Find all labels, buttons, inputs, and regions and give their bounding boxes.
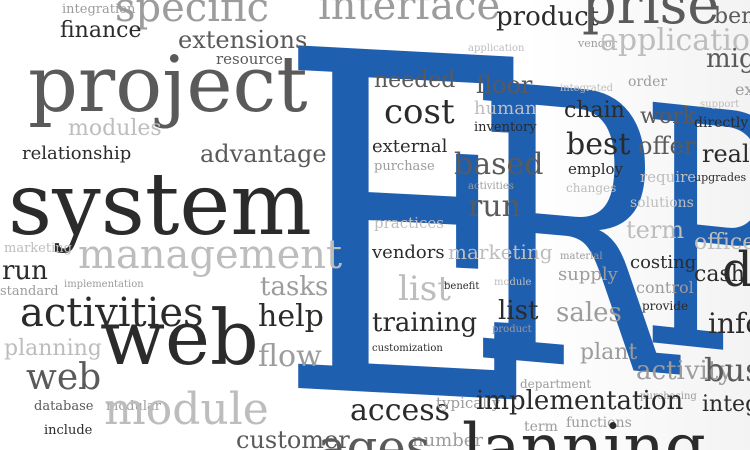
word-management: management	[78, 232, 343, 278]
word-office: office	[694, 230, 750, 255]
word-plant: plant	[580, 340, 638, 365]
word-marketing-2: marketing	[448, 240, 553, 264]
word-database: database	[34, 399, 94, 414]
word-solutions: solutions	[630, 195, 694, 211]
word-specific: specific	[115, 0, 270, 31]
word-sales: sales	[556, 298, 622, 328]
word-cash: cash	[694, 262, 745, 287]
word-prise: prise	[582, 0, 720, 36]
word-integrated: integrated	[560, 83, 614, 94]
word-practices: practices	[374, 214, 444, 232]
word-web-1: web	[100, 293, 259, 382]
word-help: help	[258, 299, 324, 334]
word-list-1: list	[398, 269, 451, 309]
word-customization: customization	[372, 343, 443, 354]
word-modular: modular	[106, 399, 161, 414]
word-extensions: extensions	[178, 26, 308, 54]
word-term-1: term	[626, 216, 685, 244]
word-system: system	[8, 155, 312, 255]
word-vendor: vendor	[578, 37, 617, 50]
word-run-1: run	[2, 256, 48, 286]
word-term-2: term	[524, 419, 558, 435]
word-based: based	[454, 147, 544, 182]
word-infor: infor	[708, 307, 750, 340]
word-customer: customer	[236, 426, 350, 450]
word-lanning: lanning	[462, 411, 706, 450]
word-order: order	[628, 74, 668, 90]
word-number: number	[412, 430, 484, 450]
word-interface: interface	[318, 0, 501, 29]
word-application-2: application	[468, 43, 525, 54]
word-da: da	[722, 242, 750, 298]
word-integra: integra	[702, 392, 750, 417]
word-integration: integration	[62, 2, 136, 17]
word-external: external	[372, 136, 448, 157]
word-access: access	[350, 393, 451, 428]
word-project: project	[28, 40, 308, 130]
word-product-1: product	[496, 2, 600, 32]
word-busi: busi	[704, 351, 750, 389]
word-provide: provide	[642, 299, 689, 313]
word-offer: offer	[638, 132, 696, 160]
word-include: include	[44, 423, 93, 438]
word-finance: finance	[60, 18, 142, 43]
word-functions: functions	[566, 415, 632, 431]
word-modules: modules	[68, 116, 162, 141]
word-real: real	[702, 140, 750, 168]
word-department: department	[520, 377, 592, 391]
word-flow: flow	[258, 339, 322, 374]
word-material: material	[560, 251, 603, 262]
word-human: human	[474, 98, 537, 119]
word-purchase: purchase	[374, 159, 435, 174]
word-planning: planning	[4, 336, 102, 361]
word-relationship: relationship	[22, 143, 132, 164]
word-costing: costing	[630, 252, 697, 273]
word-implementation-2: implementation	[476, 386, 684, 416]
word-standard: standard	[0, 284, 59, 299]
word-inventory: inventory	[474, 120, 537, 135]
word-tasks: tasks	[260, 272, 329, 302]
word-marketing-1: marketing	[4, 241, 72, 256]
word-upgrades: upgrades	[694, 171, 747, 184]
word-application-1: application	[600, 23, 750, 58]
word-employ: employ	[568, 160, 624, 178]
word-resource: resource	[216, 50, 283, 68]
word-support: support	[700, 99, 740, 110]
word-activities-1: activities	[20, 290, 204, 336]
word-implementation-1: implementation	[64, 279, 144, 290]
word-web-2: web	[26, 357, 102, 398]
word-migr: migr	[706, 44, 750, 74]
word-bene: bene	[714, 4, 750, 29]
word-training: training	[372, 308, 478, 338]
word-module-2: module	[494, 277, 532, 288]
word-vendors: vendors	[372, 242, 445, 263]
word-control: control	[636, 278, 694, 297]
word-activity: activity	[636, 356, 733, 386]
word-ages: ages	[318, 420, 431, 450]
word-cost: cost	[384, 92, 455, 132]
word-run-2: run	[468, 189, 521, 224]
word-needed: needed	[374, 68, 456, 93]
word-work: work	[640, 104, 696, 129]
word-benefit: benefit	[444, 281, 480, 292]
word-typically: typically	[436, 394, 501, 412]
word-product-2: product	[492, 324, 532, 335]
word-changes: changes	[566, 181, 617, 195]
word-floor: floor	[476, 71, 533, 99]
word-purchasing: purchasing	[640, 391, 697, 402]
word-list-2: list	[498, 296, 539, 326]
word-ex: ex	[735, 80, 750, 99]
word-module-1: module	[104, 384, 269, 435]
word-advantage: advantage	[200, 140, 327, 168]
word-activities-2: activities	[468, 181, 514, 192]
word-require: require	[640, 168, 697, 186]
word-directly: directly	[694, 115, 749, 131]
word-chain: chain	[564, 98, 625, 123]
word-supply: supply	[558, 264, 618, 285]
word-best: best	[566, 127, 631, 162]
